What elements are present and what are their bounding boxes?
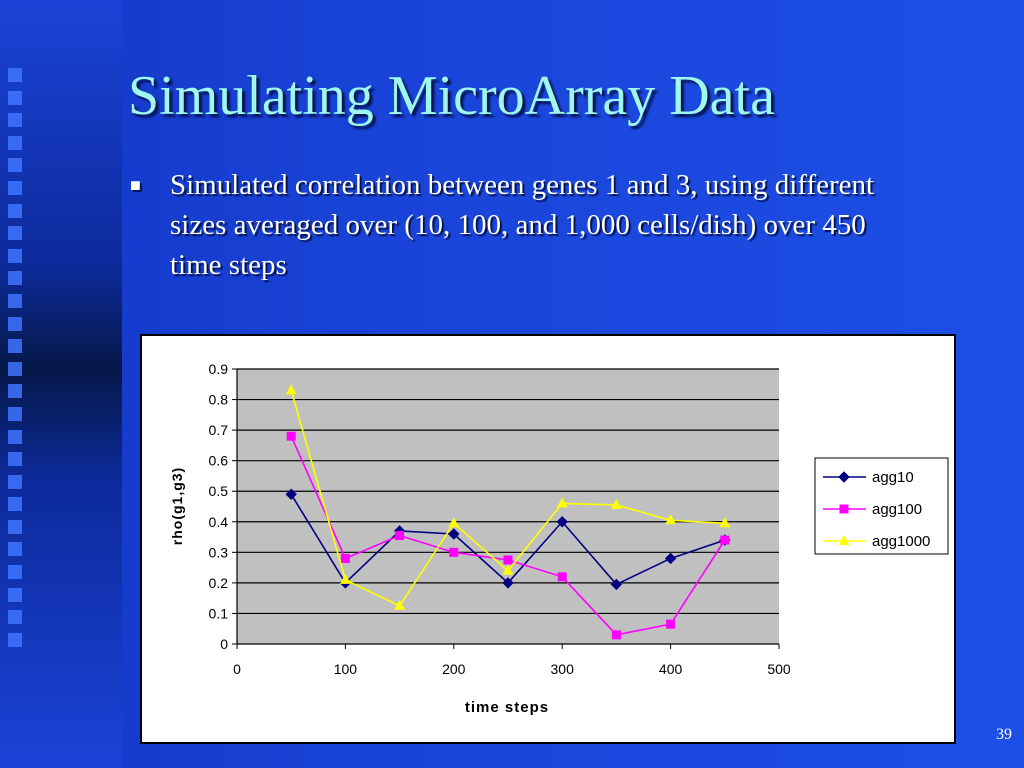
legend-marker-agg100: [839, 504, 849, 514]
data-point-agg100: [720, 535, 730, 545]
data-point-agg100: [340, 553, 350, 563]
y-tick-label: 0.1: [209, 605, 229, 621]
page-number: 39: [996, 726, 1012, 743]
x-tick-label: 100: [334, 661, 358, 677]
data-point-agg100: [395, 531, 405, 541]
x-tick-label: 500: [767, 661, 791, 677]
y-tick-label: 0.7: [209, 422, 229, 438]
series-agg100: [286, 431, 730, 640]
data-point-agg10: [285, 488, 297, 500]
data-point-agg10: [664, 552, 677, 565]
chart-container: 0 0.1 0.2 0.3 0.4 0.5 0.6 0.7 0.8 0.9 0 100 200 300 40…: [140, 334, 956, 744]
plot-area: [237, 369, 779, 644]
x-tick-label: 400: [659, 661, 683, 677]
slide-title: Simulating MicroArray Data: [128, 65, 775, 127]
data-point-agg100: [286, 431, 296, 441]
x-tick-label: 200: [442, 661, 466, 677]
y-tick-label: 0.8: [209, 392, 229, 408]
series-agg1000: [285, 384, 731, 610]
x-axis-label: time steps: [465, 699, 549, 716]
y-tick-label: 0.6: [209, 453, 229, 469]
x-tick-label: 0: [233, 661, 241, 677]
data-point-agg1000: [556, 497, 568, 508]
data-point-agg1000: [502, 564, 514, 575]
data-point-agg100: [449, 547, 459, 557]
left-decorative-strip: [0, 0, 122, 768]
y-tick-label: 0.2: [209, 575, 229, 591]
legend-label-agg100: agg100: [872, 501, 922, 518]
data-point-agg10: [502, 577, 514, 589]
y-tick-label: 0.9: [209, 361, 229, 377]
y-tick-label: 0.4: [209, 514, 229, 530]
data-point-agg1000: [665, 514, 677, 525]
x-tick-label: 300: [551, 661, 575, 677]
legend: agg10 agg100 agg1000: [814, 457, 949, 555]
square-bullet-icon: ■: [130, 175, 141, 195]
bullet-point: ■ Simulated correlation between genes 1 …: [130, 165, 890, 285]
data-point-agg1000: [394, 599, 406, 610]
data-point-agg10: [448, 528, 460, 540]
legend-label-agg1000: agg1000: [872, 533, 930, 550]
legend-marker-agg1000: [838, 535, 850, 545]
data-point-agg100: [666, 619, 676, 629]
data-point-agg1000: [610, 498, 622, 509]
y-tick-label: 0: [220, 636, 228, 652]
data-point-agg10: [610, 578, 623, 591]
data-point-agg1000: [448, 517, 460, 528]
data-point-agg100: [611, 630, 621, 640]
data-point-agg1000: [285, 384, 297, 395]
bullet-text: Simulated correlation between genes 1 an…: [170, 169, 875, 281]
data-point-agg10: [556, 516, 568, 528]
data-point-agg100: [503, 555, 513, 565]
data-point-agg1000: [339, 573, 351, 584]
y-axis-label: rho(g1,g3): [169, 467, 185, 545]
legend-marker-agg10: [838, 471, 850, 483]
data-point-agg1000: [719, 517, 731, 528]
y-tick-label: 0.3: [209, 544, 229, 560]
decorative-squares: [8, 68, 24, 647]
y-tick-label: 0.5: [209, 483, 229, 499]
line-chart: 0 0.1 0.2 0.3 0.4 0.5 0.6 0.7 0.8 0.9 0 100 200 300 40…: [169, 361, 949, 716]
legend-label-agg10: agg10: [872, 469, 914, 486]
data-point-agg100: [557, 572, 567, 582]
